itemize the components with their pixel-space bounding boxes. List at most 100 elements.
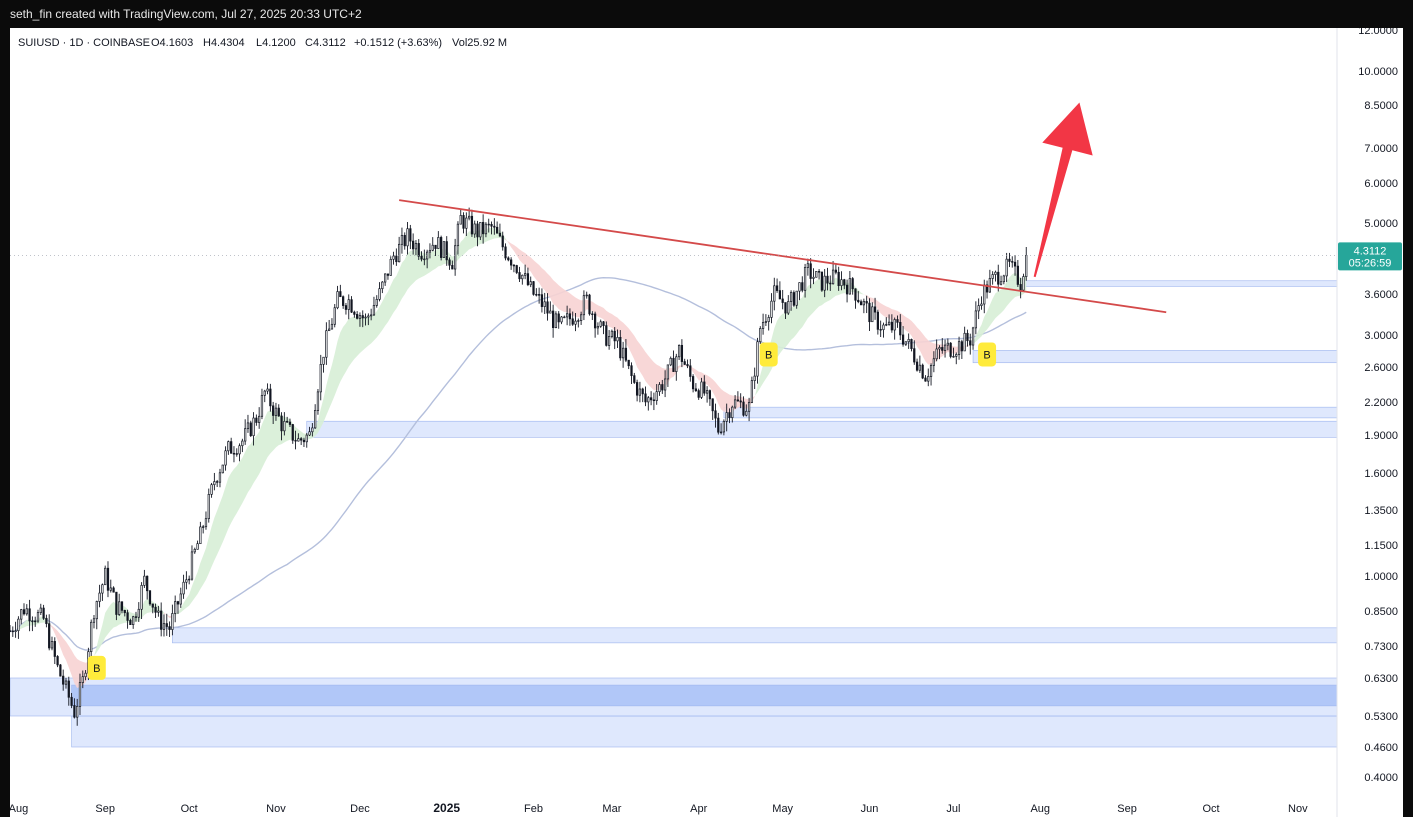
candle bbox=[294, 430, 297, 450]
time-tick-label: 2025 bbox=[433, 801, 460, 815]
candle-body bbox=[862, 301, 865, 306]
candle bbox=[403, 232, 406, 250]
candle-body bbox=[230, 441, 233, 454]
candle bbox=[837, 266, 840, 291]
candle-body bbox=[588, 294, 591, 315]
candle bbox=[910, 338, 913, 352]
candle-body bbox=[490, 223, 493, 227]
candle-body bbox=[328, 328, 331, 332]
candle-body bbox=[216, 481, 219, 483]
candle bbox=[244, 419, 247, 445]
candle-body bbox=[333, 307, 336, 325]
candle-body bbox=[98, 592, 101, 602]
demand-zone bbox=[172, 627, 1338, 644]
candle-body bbox=[311, 427, 314, 433]
candle-body bbox=[652, 399, 656, 402]
candle-body bbox=[459, 215, 462, 225]
candle-body bbox=[661, 384, 664, 391]
candle-body bbox=[913, 348, 916, 363]
time-axis[interactable]: Aug Sep Oct Nov Dec 2025 Feb Mar Apr May Jun Jul Aug… bbox=[10, 801, 1308, 815]
candle bbox=[924, 375, 927, 382]
candle-body bbox=[602, 321, 605, 326]
candle-body bbox=[165, 623, 168, 627]
candle-body bbox=[440, 237, 443, 258]
buy-badge-shape bbox=[759, 342, 778, 367]
candle bbox=[48, 614, 51, 651]
candle-body bbox=[386, 273, 390, 276]
candle-body bbox=[423, 258, 426, 261]
candle-body bbox=[927, 376, 930, 382]
candle bbox=[482, 214, 485, 244]
candle bbox=[479, 221, 482, 241]
candle-body bbox=[31, 620, 34, 623]
bullish-arrow[interactable] bbox=[1033, 102, 1093, 278]
candle bbox=[921, 363, 924, 380]
price-chart[interactable]: B B B 12.0000 10.0000 8.5000 7.0000 6.0000 5.00… bbox=[10, 28, 1403, 817]
candle-body bbox=[314, 410, 317, 429]
candle bbox=[36, 609, 40, 623]
candle bbox=[213, 472, 216, 491]
candle bbox=[465, 212, 468, 237]
candle-body bbox=[971, 327, 975, 346]
candle bbox=[826, 267, 829, 291]
candle-body bbox=[199, 526, 202, 545]
candle-body bbox=[25, 608, 28, 615]
candle-body bbox=[104, 567, 107, 586]
candle-body bbox=[232, 452, 236, 455]
candle-body bbox=[319, 364, 322, 393]
candle bbox=[904, 341, 907, 346]
candle-body bbox=[619, 336, 622, 359]
candle-body bbox=[378, 288, 381, 300]
candle-body bbox=[957, 341, 961, 355]
candle-body bbox=[935, 348, 938, 360]
candle bbox=[711, 398, 714, 420]
candle bbox=[81, 670, 84, 689]
chart-panel[interactable]: B B B 12.0000 10.0000 8.5000 7.0000 6.0000 5.00… bbox=[10, 28, 1403, 817]
candle-body bbox=[294, 439, 297, 442]
candle bbox=[526, 267, 530, 287]
candle-body bbox=[851, 278, 854, 290]
resistance-trendline[interactable] bbox=[399, 199, 1167, 314]
candle bbox=[1005, 252, 1008, 282]
candle bbox=[862, 298, 865, 314]
candle bbox=[291, 423, 294, 444]
candle-body bbox=[398, 243, 401, 263]
candle bbox=[829, 275, 832, 291]
candle bbox=[134, 611, 138, 622]
candle-body bbox=[182, 581, 185, 595]
candle bbox=[423, 249, 426, 266]
candle-body bbox=[344, 305, 348, 310]
candle-body bbox=[694, 388, 698, 391]
arrow-layer[interactable] bbox=[1033, 102, 1093, 278]
candle bbox=[946, 338, 949, 351]
candle-body bbox=[375, 299, 378, 306]
candle-body bbox=[983, 284, 986, 305]
candle-body bbox=[787, 301, 790, 314]
candle-body bbox=[342, 296, 345, 306]
candle bbox=[34, 616, 37, 627]
candle bbox=[1013, 255, 1017, 276]
time-tick-label: Oct bbox=[181, 803, 198, 815]
candle bbox=[929, 363, 933, 386]
candle-body bbox=[773, 285, 776, 302]
candle bbox=[974, 301, 977, 335]
candle-body bbox=[524, 273, 527, 276]
price-axis[interactable]: 12.0000 10.0000 8.5000 7.0000 6.0000 5.0000 3.… bbox=[1336, 28, 1403, 817]
candle-body bbox=[11, 630, 14, 633]
price-tick-label: 1.0000 bbox=[1364, 571, 1398, 583]
candle-body bbox=[235, 453, 238, 455]
candle-body bbox=[409, 228, 412, 242]
candle bbox=[98, 584, 101, 608]
candle-body bbox=[868, 302, 871, 323]
bearish-cloud bbox=[163, 612, 173, 619]
trendline-layer[interactable] bbox=[399, 199, 1167, 314]
last-price-countdown: 05:26:59 bbox=[1349, 257, 1392, 269]
candle-body bbox=[731, 406, 734, 418]
candle bbox=[148, 590, 152, 606]
candle bbox=[613, 327, 616, 350]
candle-body bbox=[1008, 258, 1011, 262]
candle bbox=[137, 602, 140, 622]
candle bbox=[784, 302, 787, 319]
candle bbox=[753, 367, 756, 390]
candle-body bbox=[733, 399, 737, 408]
